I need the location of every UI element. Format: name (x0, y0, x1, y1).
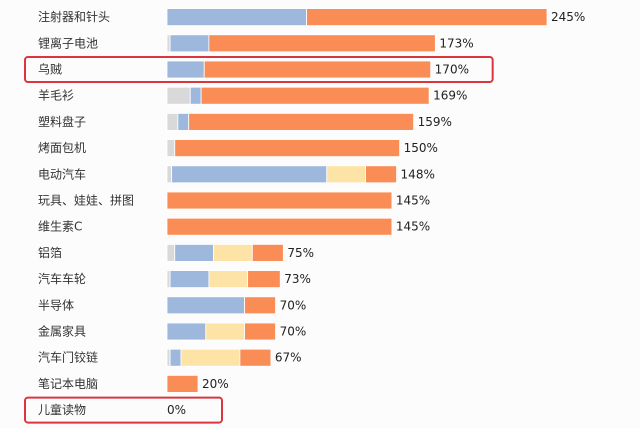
category-label: 乌贼 (38, 62, 62, 77)
bar-segment-gray (166, 348, 171, 367)
bar-segment-blue (166, 296, 245, 315)
bar-segment-orange (244, 322, 276, 341)
category-label: 汽车车轮 (38, 271, 86, 286)
value-label: 245% (551, 10, 585, 24)
category-label: 铝箔 (38, 245, 62, 260)
bar-segment-blue (177, 113, 190, 131)
bar-segment-blue (166, 322, 207, 341)
value-label: 173% (439, 36, 473, 50)
bar-segment-blue (169, 348, 182, 367)
category-label: 玩具、娃娃、拼图 (38, 194, 134, 208)
bar-segment-yellow (180, 348, 241, 367)
category-label: 金属家具 (38, 324, 86, 339)
bar-segment-orange (203, 60, 432, 79)
highlight-box (24, 56, 494, 83)
bar-segment-orange (306, 8, 548, 27)
value-label: 145% (396, 220, 430, 234)
category-label: 注射器和针头 (38, 9, 110, 24)
value-label: 148% (401, 167, 435, 181)
bar-segment-orange (166, 374, 199, 393)
bar-segment-orange (200, 86, 430, 105)
category-label: 汽车门铰链 (38, 350, 98, 365)
bar-segment-orange (174, 139, 401, 158)
bar-segment-blue (166, 60, 205, 79)
bar-segment-orange (365, 165, 397, 184)
bar-segment-yellow (213, 243, 253, 262)
value-label: 67% (275, 351, 302, 365)
bar-segment-orange (239, 348, 272, 367)
bar-segment-gray (166, 113, 179, 131)
value-label: 150% (404, 141, 438, 155)
bar-segment-gray (166, 139, 176, 158)
bar-segment-gray (166, 243, 176, 262)
value-label: 170% (435, 63, 469, 77)
category-label: 半导体 (38, 298, 74, 312)
value-label: 169% (433, 89, 467, 103)
value-label: 0% (167, 403, 186, 417)
category-label: 锂离子电池 (38, 35, 98, 50)
value-label: 159% (418, 115, 452, 129)
category-label: 塑料盘子 (38, 114, 86, 129)
bar-segment-orange (247, 270, 281, 289)
bar-segment-gray (166, 270, 171, 289)
bar-segment-blue (171, 165, 328, 184)
bar-segment-orange (244, 296, 276, 315)
bar-segment-blue (189, 86, 202, 105)
bar-segment-orange (188, 113, 415, 131)
bar-segment-gray (166, 34, 171, 53)
value-label: 73% (284, 272, 311, 286)
bar-segment-orange (166, 217, 393, 236)
category-label: 烤面包机 (38, 140, 86, 155)
category-label: 儿童读物 (38, 402, 86, 417)
bar-segment-blue (174, 243, 214, 262)
bar-segment-orange (166, 191, 393, 210)
bar-segment-blue (169, 270, 210, 289)
value-label: 70% (280, 298, 307, 312)
value-label: 75% (287, 246, 314, 260)
value-label: 70% (280, 325, 307, 339)
value-label: 145% (396, 194, 430, 208)
value-label: 20% (202, 377, 229, 391)
bar-segment-gray (166, 165, 173, 184)
category-label: 维生素C (38, 220, 82, 234)
bar-segment-blue (166, 8, 307, 27)
highlight-box (24, 396, 223, 424)
bar-segment-yellow (208, 270, 249, 289)
bar-segment-yellow (205, 322, 245, 341)
category-label: 笔记本电脑 (38, 376, 98, 391)
bar-segment-orange (208, 34, 436, 53)
bar-segment-blue (169, 34, 210, 53)
bar-segment-orange (251, 243, 284, 262)
category-label: 羊毛衫 (38, 88, 74, 103)
category-label: 电动汽车 (38, 166, 86, 181)
bar-segment-yellow (326, 165, 366, 184)
bar-segment-gray (166, 86, 191, 105)
